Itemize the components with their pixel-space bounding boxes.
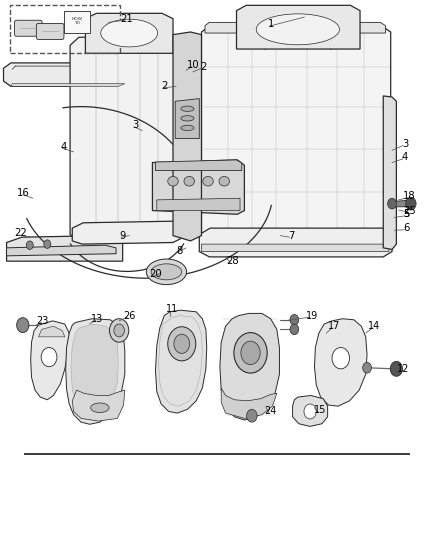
Polygon shape <box>175 99 199 139</box>
Circle shape <box>363 362 371 373</box>
Circle shape <box>406 197 416 210</box>
Text: 16: 16 <box>16 188 29 198</box>
Text: 7: 7 <box>288 231 294 240</box>
Polygon shape <box>155 160 242 171</box>
Text: 17: 17 <box>328 321 340 331</box>
Polygon shape <box>201 26 391 248</box>
Text: 5: 5 <box>403 209 410 219</box>
Text: 19: 19 <box>306 311 318 320</box>
Circle shape <box>110 319 129 342</box>
Circle shape <box>17 318 29 333</box>
Text: 8: 8 <box>177 246 183 255</box>
Text: 11: 11 <box>166 304 178 314</box>
Bar <box>10 5 120 53</box>
Ellipse shape <box>181 106 194 111</box>
Ellipse shape <box>203 176 213 186</box>
Polygon shape <box>199 228 392 257</box>
Polygon shape <box>237 5 360 49</box>
Text: 23: 23 <box>37 316 49 326</box>
Text: 14: 14 <box>368 321 381 331</box>
Polygon shape <box>66 319 125 424</box>
Text: 20: 20 <box>149 270 162 279</box>
Polygon shape <box>31 321 69 400</box>
Polygon shape <box>155 310 207 413</box>
Polygon shape <box>70 35 175 241</box>
Text: 3: 3 <box>402 139 408 149</box>
Polygon shape <box>220 313 279 420</box>
Polygon shape <box>11 84 125 86</box>
Polygon shape <box>71 324 118 414</box>
Text: HOW
TO: HOW TO <box>71 17 82 26</box>
Text: 4: 4 <box>402 152 408 162</box>
Circle shape <box>168 327 196 361</box>
Polygon shape <box>157 198 240 211</box>
Polygon shape <box>4 63 127 86</box>
FancyBboxPatch shape <box>14 20 42 36</box>
Text: 26: 26 <box>123 311 135 320</box>
Text: 3: 3 <box>133 120 139 130</box>
Circle shape <box>290 324 299 335</box>
Text: 5: 5 <box>403 209 410 219</box>
Circle shape <box>44 240 51 248</box>
Text: 22: 22 <box>14 229 28 238</box>
Polygon shape <box>383 96 396 249</box>
Circle shape <box>241 341 260 365</box>
FancyBboxPatch shape <box>36 23 64 39</box>
Text: 4: 4 <box>60 142 67 151</box>
Circle shape <box>41 348 57 367</box>
Circle shape <box>247 409 257 422</box>
Ellipse shape <box>181 125 194 131</box>
Text: 24: 24 <box>265 407 277 416</box>
Text: 13: 13 <box>91 314 103 324</box>
Polygon shape <box>72 221 180 244</box>
Ellipse shape <box>101 19 158 47</box>
Text: 15: 15 <box>314 406 326 415</box>
Text: 2: 2 <box>201 62 207 71</box>
Circle shape <box>332 348 350 369</box>
Ellipse shape <box>168 176 178 186</box>
Polygon shape <box>7 245 116 256</box>
Polygon shape <box>152 160 244 214</box>
Polygon shape <box>201 244 389 252</box>
Polygon shape <box>7 236 123 261</box>
Polygon shape <box>72 390 125 421</box>
Ellipse shape <box>91 403 109 413</box>
Text: 25: 25 <box>403 206 416 215</box>
Ellipse shape <box>184 176 194 186</box>
Ellipse shape <box>151 264 182 280</box>
Polygon shape <box>173 32 201 241</box>
Text: 10: 10 <box>187 60 199 70</box>
Text: 2: 2 <box>161 82 167 91</box>
Circle shape <box>304 404 316 419</box>
Polygon shape <box>85 13 173 53</box>
Ellipse shape <box>146 259 187 285</box>
Polygon shape <box>221 388 277 418</box>
Circle shape <box>114 324 124 337</box>
Circle shape <box>234 333 267 373</box>
Polygon shape <box>205 22 385 33</box>
Circle shape <box>174 334 190 353</box>
Polygon shape <box>314 319 367 406</box>
Text: 1: 1 <box>268 19 275 29</box>
Circle shape <box>390 361 403 376</box>
Circle shape <box>26 241 33 249</box>
Text: 21: 21 <box>120 14 134 23</box>
Text: 9: 9 <box>120 231 126 240</box>
FancyBboxPatch shape <box>64 11 90 33</box>
Text: 6: 6 <box>403 223 410 233</box>
Circle shape <box>290 314 299 325</box>
Ellipse shape <box>219 176 230 186</box>
Polygon shape <box>39 326 65 337</box>
Circle shape <box>388 198 396 209</box>
Polygon shape <box>293 395 328 426</box>
Ellipse shape <box>181 116 194 121</box>
Ellipse shape <box>256 14 339 45</box>
Text: 28: 28 <box>226 256 238 266</box>
Text: 18: 18 <box>403 191 416 201</box>
Text: 12: 12 <box>397 364 409 374</box>
Polygon shape <box>392 200 411 207</box>
